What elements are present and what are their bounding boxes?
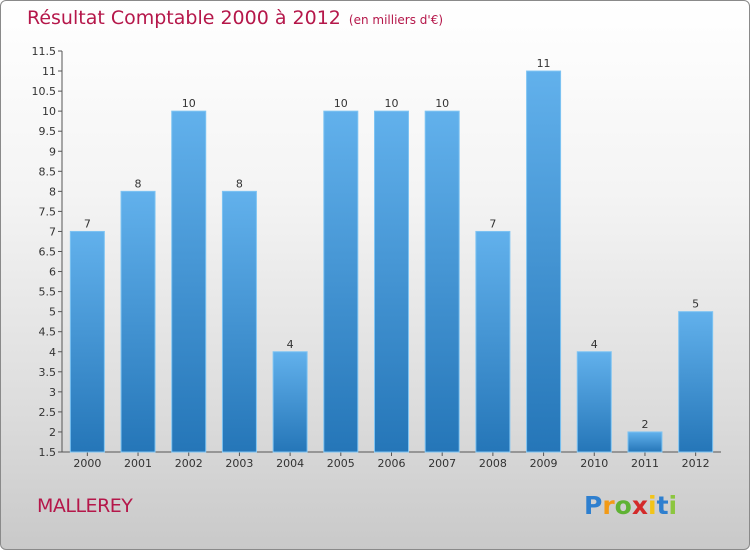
x-tick-label: 2010	[580, 457, 608, 470]
y-tick-label: 3.5	[39, 366, 57, 379]
y-tick-label: 10	[42, 105, 56, 118]
bar-value-label: 10	[435, 97, 449, 110]
bar	[576, 351, 612, 453]
bar	[272, 351, 308, 453]
bar	[120, 190, 156, 453]
logo-letter: t	[656, 491, 669, 520]
x-tick-label: 2006	[378, 457, 406, 470]
y-tick-label: 6	[49, 266, 56, 279]
bar	[323, 110, 359, 453]
y-tick-label: 10.5	[32, 85, 57, 98]
x-tick-label: 2009	[530, 457, 558, 470]
y-tick-label: 9	[49, 145, 56, 158]
bar-value-label: 2	[641, 418, 648, 431]
y-tick-label: 8.5	[39, 165, 57, 178]
proxiti-logo: Proxiti	[584, 491, 677, 520]
bar	[374, 110, 409, 453]
bar	[424, 110, 460, 453]
chart-title: Résultat Comptable 2000 à 2012	[27, 7, 341, 29]
y-tick-label: 2.5	[39, 406, 57, 419]
commune-name: MALLEREY	[37, 495, 133, 517]
bar-value-label: 5	[692, 298, 699, 311]
x-tick-label: 2001	[124, 457, 152, 470]
x-tick-label: 2003	[225, 457, 253, 470]
x-tick-label: 2005	[327, 457, 355, 470]
bar-value-label: 10	[385, 97, 399, 110]
logo-letter: i	[668, 491, 678, 520]
bar	[475, 230, 511, 453]
logo-letter: x	[631, 491, 648, 520]
y-tick-label: 4.5	[39, 326, 57, 339]
bar-value-label: 10	[182, 97, 196, 110]
bar-value-label: 4	[591, 338, 598, 351]
x-tick-label: 2004	[276, 457, 304, 470]
x-tick-label: 2002	[175, 457, 203, 470]
y-tick-label: 11.5	[32, 45, 57, 58]
chart-title-block: Résultat Comptable 2000 à 2012 (en millie…	[27, 7, 443, 29]
bar	[221, 190, 257, 453]
logo-letter: P	[584, 491, 603, 520]
bar-value-label: 7	[489, 217, 496, 230]
y-tick-label: 4	[49, 346, 56, 359]
logo-letter: i	[648, 491, 657, 520]
bar-value-label: 10	[334, 97, 348, 110]
y-tick-label: 9.5	[39, 125, 57, 138]
bar-value-label: 8	[236, 177, 243, 190]
bar	[69, 230, 105, 453]
bar-value-label: 7	[84, 217, 91, 230]
logo-letter: o	[614, 491, 632, 520]
bar-value-label: 8	[135, 177, 142, 190]
y-tick-label: 5	[49, 306, 56, 319]
bar	[678, 311, 714, 453]
y-tick-label: 7	[49, 225, 56, 238]
y-tick-label: 2	[49, 426, 56, 439]
x-tick-label: 2007	[428, 457, 456, 470]
bar-value-label: 4	[287, 338, 294, 351]
x-tick-label: 2008	[479, 457, 507, 470]
x-tick-label: 2011	[631, 457, 659, 470]
x-tick-label: 2012	[682, 457, 710, 470]
bar	[627, 431, 663, 453]
y-tick-label: 6.5	[39, 246, 57, 259]
x-tick-label: 2000	[73, 457, 101, 470]
bar	[171, 110, 207, 453]
y-tick-label: 3	[49, 386, 56, 399]
bar-value-label: 11	[537, 57, 551, 70]
y-tick-label: 8	[49, 185, 56, 198]
y-tick-label: 7.5	[39, 205, 57, 218]
y-tick-label: 5.5	[39, 286, 57, 299]
y-tick-label: 11	[42, 65, 56, 78]
y-tick-label: 1.5	[39, 446, 57, 459]
bar	[526, 70, 562, 453]
unit-note: (en milliers d'€)	[348, 13, 444, 27]
logo-letter: r	[602, 491, 615, 520]
